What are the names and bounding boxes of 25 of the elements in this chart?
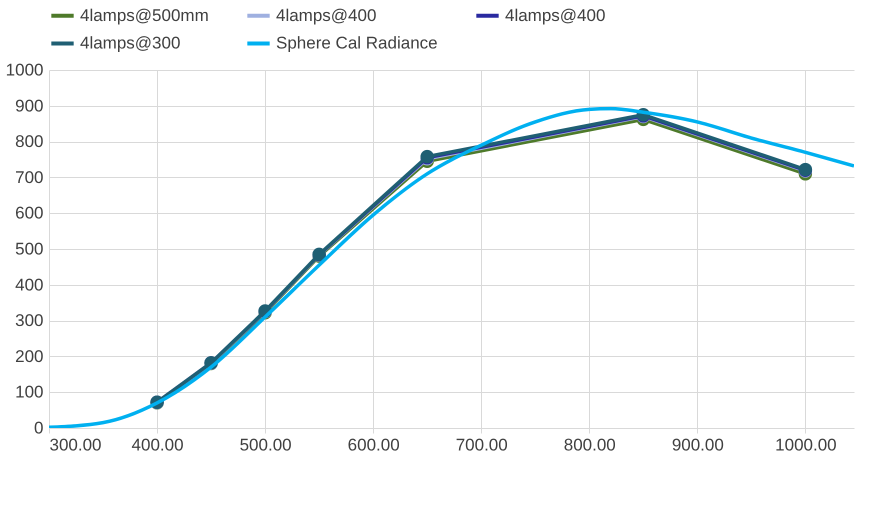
- y-tick-label: 100: [15, 382, 44, 402]
- x-tick-label: 300.00: [50, 436, 102, 454]
- y-tick-label: 400: [15, 275, 44, 294]
- x-tick-label: 900.00: [672, 436, 724, 454]
- y-tick-label: 0: [34, 418, 44, 438]
- line-series: [49, 106, 854, 428]
- y-tick-label: 900: [15, 96, 44, 116]
- legend-label: 4lamps@400: [276, 6, 376, 25]
- x-tick-label: 400.00: [132, 436, 184, 454]
- y-tick-label: 700: [15, 168, 44, 187]
- y-tick-label: 800: [15, 132, 44, 152]
- y-tick-label: 200: [15, 346, 44, 366]
- legend-label: Sphere Cal Radiance: [276, 34, 438, 52]
- x-tick-label: 1000.00: [775, 436, 837, 454]
- legend-label: 4lamps@300: [80, 34, 180, 52]
- x-tick-label: 600.00: [348, 436, 400, 454]
- x-tick-label: 700.00: [456, 436, 508, 454]
- x-tick-label: 500.00: [240, 436, 292, 454]
- y-tick-label: 500: [15, 240, 44, 258]
- y-tick-label: 300: [15, 311, 44, 330]
- y-tick-label: 1000: [6, 60, 44, 80]
- legend-label: 4lamps@400: [505, 6, 606, 25]
- x-tick-label: 800.00: [564, 436, 616, 454]
- y-tick-label: 600: [15, 204, 44, 223]
- legend-label: 4lamps@500mm: [80, 6, 209, 25]
